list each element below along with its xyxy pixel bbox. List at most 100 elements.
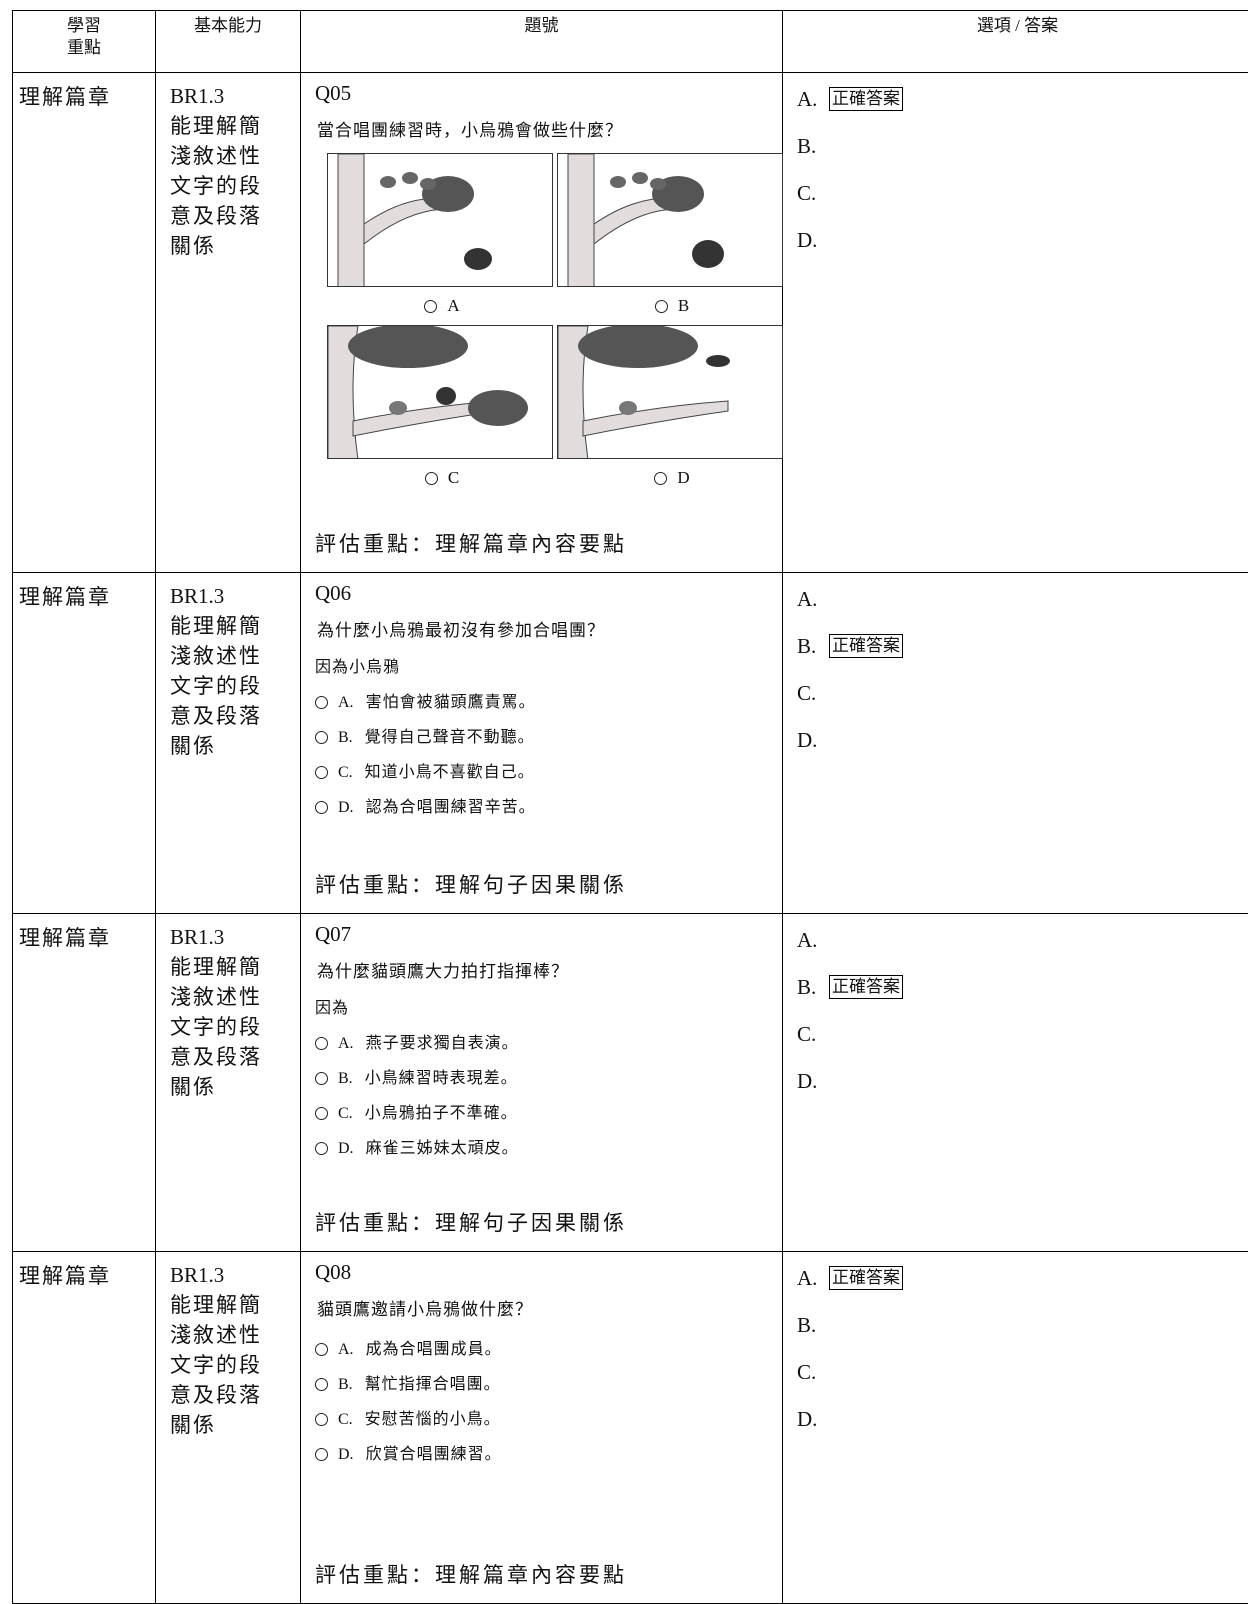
radio <box>654 299 668 313</box>
answer-letter: A. <box>797 928 818 952</box>
area: 理解篇章 <box>19 926 111 950</box>
option-text: 害怕會被貓頭鷹責罵。 <box>365 693 536 711</box>
image-option: C <box>327 324 557 497</box>
answer: C. <box>797 681 1248 728</box>
skill-line: 淺敘述性 <box>170 144 262 168</box>
skill-line: 淺敘述性 <box>170 985 262 1009</box>
option: C. 小烏鴉拍子不準確。 <box>315 1096 782 1131</box>
header-row: 學習 重點 基本能力 題號 選項 / 答案 <box>12 10 1248 73</box>
header-text: 學習 <box>67 16 101 35</box>
answer-letter: A. <box>797 87 818 111</box>
radio <box>315 1343 328 1356</box>
question-table: 學習 重點 基本能力 題號 選項 / 答案 理解篇章 BR1.3 能理解簡 淺敘述性 文字… <box>12 10 1248 1604</box>
answer: D. <box>797 728 1248 775</box>
option: B. 小鳥練習時表現差。 <box>315 1061 782 1096</box>
cell: Q07 為什麼貓頭鷹大力拍打指揮棒？ 因為 A. 燕子要求獨自表演。 B. 小鳥練習時表現差… <box>300 913 783 1252</box>
cell: BR1.3 能理解簡 淺敘述性 文字的段 意及段落 關係 <box>155 913 301 1252</box>
skill-line: 文字的段 <box>170 174 262 198</box>
option: D. 認為合唱團練習辛苦。 <box>315 790 782 825</box>
cell: 理解篇章 <box>12 913 156 1252</box>
option-letter: C. <box>338 763 353 781</box>
question-id: Q07 <box>315 922 352 946</box>
header-text: 重點 <box>67 38 101 57</box>
table-row: 理解篇章 BR1.3 能理解簡 淺敘述性 文字的段 意及段落 關係 Q05 當合唱團練習時，小烏… <box>12 72 1248 573</box>
cell: BR1.3 能理解簡 淺敘述性 文字的段 意及段落 關係 <box>155 72 301 573</box>
skill: BR1.3 能理解簡 淺敘述性 文字的段 意及段落 關係 <box>156 914 300 1102</box>
radio <box>315 1072 328 1085</box>
answer: C. <box>797 1022 1248 1069</box>
question-text: 當合唱團練習時，小烏鴉會做些什麼？ <box>317 121 623 140</box>
option-text: 小鳥練習時表現差。 <box>364 1069 518 1087</box>
picture <box>327 153 553 289</box>
option-text: 麻雀三姊妹太頑皮。 <box>365 1139 519 1157</box>
option: A. 燕子要求獨自表演。 <box>315 1026 782 1061</box>
option-letter: B. <box>338 1069 353 1087</box>
answer-letter: B. <box>797 975 817 999</box>
option-letter: A. <box>338 1034 354 1052</box>
option-letter: A <box>447 296 460 315</box>
skill-line: 關係 <box>170 1413 216 1437</box>
table-row: 理解篇章 BR1.3 能理解簡 淺敘述性 文字的段 意及段落 關係 Q06 為什麼小烏鴉最初沒有… <box>12 572 1248 914</box>
radio <box>654 471 668 485</box>
option-letter: C <box>447 468 460 487</box>
question-text: 貓頭鷹邀請小烏鴉做什麼？ <box>317 1300 533 1319</box>
skill-line: 意及段落 <box>170 204 262 228</box>
skill-line: 淺敘述性 <box>170 1323 262 1347</box>
answer-letter: D. <box>797 728 818 752</box>
skill-line: 能理解簡 <box>170 614 262 638</box>
answer-letter: C. <box>797 1360 817 1384</box>
option-text: 欣賞合唱團練習。 <box>365 1445 502 1463</box>
question-text: 為什麼貓頭鷹大力拍打指揮棒？ <box>317 962 569 981</box>
image-option: A <box>327 153 557 325</box>
image-label: D <box>557 459 787 497</box>
image-label: B <box>557 287 787 325</box>
focus: 評估重點：理解句子因果關係 <box>315 873 627 897</box>
answer: A. <box>797 587 1248 634</box>
area: 理解篇章 <box>19 1264 111 1288</box>
question-id: Q08 <box>315 1260 352 1284</box>
answer-letter: C. <box>797 181 817 205</box>
skill-line: 關係 <box>170 1075 216 1099</box>
header-cell: 學習 重點 <box>12 10 156 73</box>
answer: A. 正確答案 <box>797 87 1248 134</box>
picture <box>557 324 783 461</box>
focus: 評估重點：理解篇章內容要點 <box>315 1563 627 1587</box>
option-text: 燕子要求獨自表演。 <box>365 1034 519 1052</box>
option-letter: D <box>677 468 690 487</box>
answers: A. B. 正確答案 C. D. <box>783 914 1248 1116</box>
skill: BR1.3 能理解簡 淺敘述性 文字的段 意及段落 關係 <box>156 1252 300 1440</box>
option-letter: A. <box>338 1340 354 1358</box>
radio <box>315 801 328 814</box>
radio <box>315 1448 328 1461</box>
option-letter: D. <box>338 1445 354 1463</box>
option: D. 欣賞合唱團練習。 <box>315 1437 782 1472</box>
intro: 因為 <box>315 1000 350 1017</box>
image-option: D <box>557 324 787 497</box>
option-text: 認為合唱團練習辛苦。 <box>365 798 536 816</box>
radio <box>315 1378 328 1391</box>
radio <box>315 1037 328 1050</box>
option-letter: C. <box>338 1410 353 1428</box>
focus: 評估重點：理解句子因果關係 <box>315 1211 627 1235</box>
answer-letter: D. <box>797 1069 818 1093</box>
correct-mark: 正確答案 <box>829 634 903 658</box>
image-grid: A B C D <box>327 153 783 497</box>
skill-line: 文字的段 <box>170 1015 262 1039</box>
option: D. 麻雀三姊妹太頑皮。 <box>315 1131 782 1166</box>
correct-mark: 正確答案 <box>829 87 903 111</box>
option-letter: C. <box>338 1104 353 1122</box>
focus: 評估重點：理解篇章內容要點 <box>315 532 627 556</box>
option-text: 成為合唱團成員。 <box>365 1340 502 1358</box>
skill-line: 意及段落 <box>170 704 262 728</box>
answer: C. <box>797 1360 1248 1407</box>
skill-line: 意及段落 <box>170 1383 262 1407</box>
answers: A. B. 正確答案 C. D. <box>783 573 1248 775</box>
question-block: Q08 貓頭鷹邀請小烏鴉做什麼？ A. 成為合唱團成員。 B. 幫忙指揮合唱團。 C. 安慰苦… <box>301 1252 782 1472</box>
skill: BR1.3 能理解簡 淺敘述性 文字的段 意及段落 關係 <box>156 573 300 761</box>
cell: A. B. 正確答案 C. D. <box>782 572 1248 914</box>
answer: A. 正確答案 <box>797 1266 1248 1313</box>
skill-code: BR1.3 <box>170 1263 225 1287</box>
option-letter: D. <box>338 798 354 816</box>
skill-code: BR1.3 <box>170 84 225 108</box>
